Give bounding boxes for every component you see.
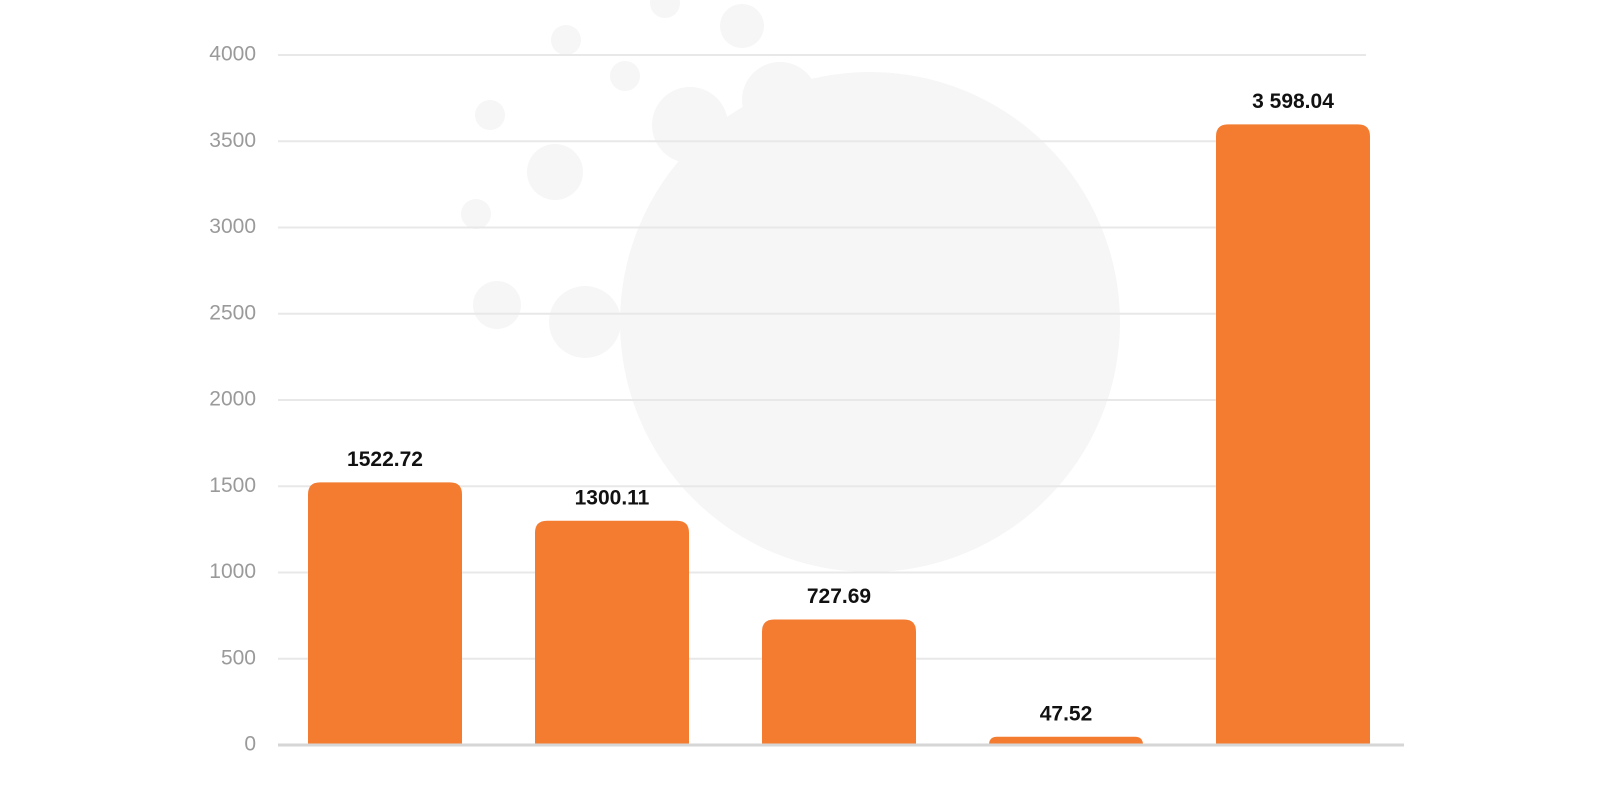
bar: [1216, 124, 1370, 746]
y-tick-label: 0: [244, 733, 256, 756]
y-tick-label: 2500: [209, 301, 256, 324]
value-label: 727.69: [807, 585, 871, 608]
y-tick-label: 3500: [209, 129, 256, 152]
value-label: 3 598.04: [1252, 90, 1334, 113]
y-tick-label: 3000: [209, 215, 256, 238]
y-tick-label: 1000: [209, 560, 256, 583]
y-tick-label: 2000: [209, 388, 256, 411]
bar: [989, 736, 1143, 745]
bar: [308, 482, 462, 745]
value-label: 1300.11: [575, 486, 650, 509]
y-tick-label: 1500: [209, 474, 256, 497]
bar: [762, 619, 916, 745]
value-label: 1522.72: [347, 448, 423, 471]
watermark: [461, 0, 1120, 572]
y-tick-label: 500: [221, 646, 256, 669]
bar: [535, 520, 689, 745]
value-label: 47.52: [1040, 702, 1093, 725]
y-tick-label: 4000: [209, 43, 256, 66]
